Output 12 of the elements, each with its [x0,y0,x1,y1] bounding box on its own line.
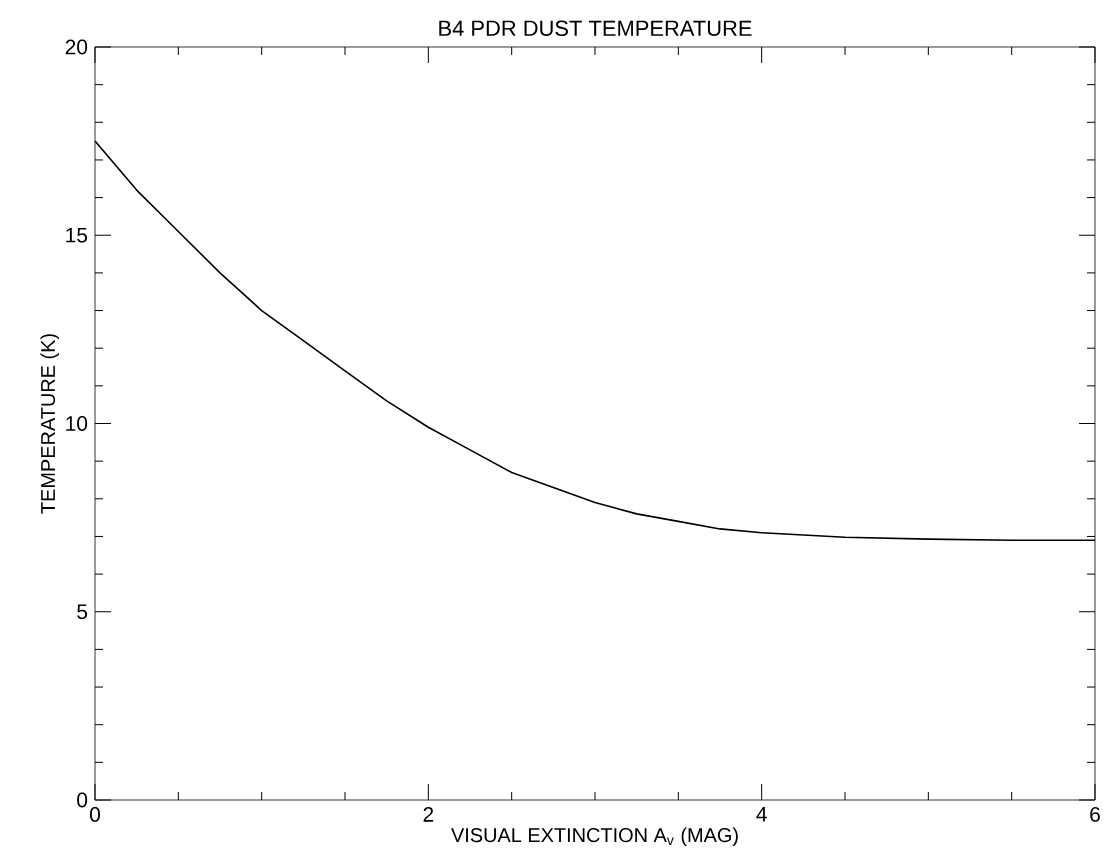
chart-title: B4 PDR DUST TEMPERATURE [439,20,752,37]
x-tick-label: 0 [90,807,100,822]
x-tick-label: 2 [423,807,434,822]
y-tick-label: 5 [77,604,88,620]
x-axis-title: VISUAL EXTINCTION A$_{v}$ (MAG) [451,827,738,847]
y-tick-label: 15 [66,228,88,243]
y-tick-label: 0 [77,792,88,808]
x-tick-label: 4 [756,807,767,822]
y-tick-label: 20 [65,39,88,55]
y-tick-label: 10 [66,416,88,432]
y-axis-title: TEMPERATURE (K) [40,334,60,514]
x-tick-label: 6 [1090,807,1100,822]
